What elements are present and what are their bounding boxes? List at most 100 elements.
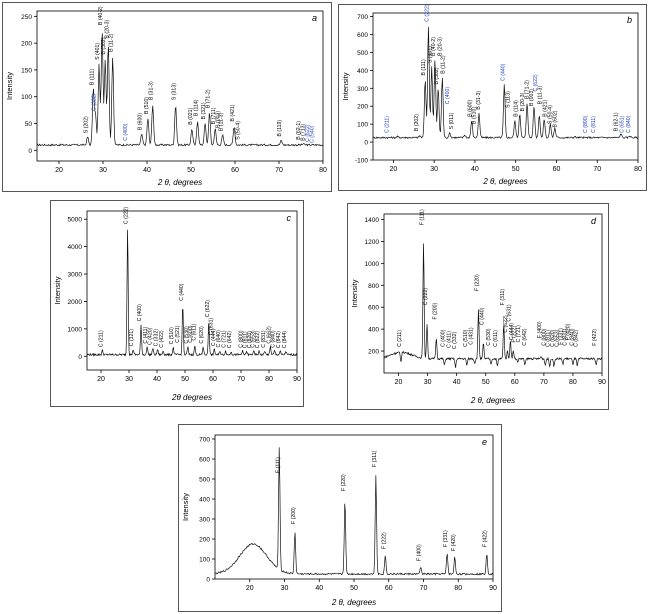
- peak-annotation: S (401): [428, 46, 434, 63]
- peak-annotation: S (113): [506, 91, 512, 108]
- chart-svg-e: 20 30 40 50 60 70 80 90 0 100 200 300 400 500 600 700 2 …: [181, 434, 497, 607]
- plot-frame: [86, 210, 298, 371]
- peak-annotation: C (622): [533, 74, 539, 92]
- peak-annotation: C (321): [129, 329, 135, 347]
- peak-annotation: B (003): [216, 111, 222, 128]
- peak-annotation: C (411): [143, 326, 149, 343]
- peak-annotation: F (111): [420, 209, 426, 225]
- y-tick-label: 200: [199, 537, 210, 544]
- x-tick-label: 40: [143, 167, 151, 174]
- peak-annotation: C (332): [154, 329, 160, 347]
- peak-annotation: C (431): [469, 327, 475, 345]
- peak-annotation: C (400): [123, 123, 129, 141]
- peak-annotation: C (840): [626, 115, 632, 133]
- x-tick-label: 80: [454, 585, 462, 592]
- peak-annotation: B (20-3): [104, 19, 110, 38]
- peak-annotation: B (31-3): [149, 81, 155, 100]
- x-tick-label: 70: [420, 585, 428, 592]
- y-tick-label: 2000: [68, 299, 83, 306]
- peak-annotation: C (400): [137, 304, 143, 322]
- y-tick-label: 800: [368, 283, 379, 290]
- peak-annotation: C (640): [216, 330, 222, 348]
- y-tick-label: -100: [355, 158, 368, 165]
- peak-annotation: B (119): [277, 120, 283, 137]
- peak-annotation: C (840): [570, 328, 576, 346]
- peak-annotation: C (642): [227, 331, 233, 349]
- peak-annotation: F (420): [451, 534, 457, 551]
- peak-annotation: C (811): [546, 330, 552, 347]
- chart-svg-b: 20 30 40 50 60 70 80 -100 0 100 200 300 400 500 600 700…: [341, 5, 642, 186]
- peak-annotation: S (011): [449, 112, 455, 129]
- peak-annotation: B (600): [468, 99, 474, 116]
- peak-annotation: C (820): [550, 329, 556, 347]
- peak-annotation: B (510): [144, 97, 150, 114]
- peak-annotation: B (11-2): [441, 55, 447, 74]
- peak-annotation: B (40-2): [98, 6, 104, 25]
- x-tick-label: 60: [231, 167, 239, 174]
- chart-svg-d: 20 30 40 50 60 70 80 90 200 400 600 800 1000 1200 1400…: [350, 209, 606, 405]
- peak-annotation: F (331): [559, 328, 565, 345]
- x-tick-label: 50: [181, 376, 189, 383]
- peak-annotation: C (800): [238, 330, 244, 348]
- peak-annotation: C (222): [424, 5, 430, 22]
- peak-annotation: B (111): [421, 59, 427, 76]
- x-tick-label: 20: [246, 585, 254, 592]
- peak-annotation: B (62-1): [614, 112, 620, 131]
- x-tick-label: 50: [482, 379, 490, 386]
- peak-annotation: C (440): [179, 283, 185, 301]
- peak-annotation: C (653): [554, 329, 560, 347]
- peak-annotation: F (220): [474, 274, 480, 291]
- y-axis-label: Intensity: [341, 72, 350, 100]
- y-tick-label: 500: [357, 50, 368, 57]
- peak-annotation: B (114): [194, 99, 200, 116]
- x-tick-label: 70: [237, 376, 245, 383]
- peak-annotation: C (444): [509, 323, 515, 341]
- panel-letter: e: [482, 437, 487, 447]
- peak-annotation: B (20-3): [437, 37, 443, 56]
- x-tick-label: 20: [55, 167, 63, 174]
- x-tick-label: 70: [540, 379, 548, 386]
- x-tick-label: 30: [424, 379, 432, 386]
- peak-annotation: F (311): [500, 289, 506, 306]
- peak-annotation: S (313): [172, 83, 178, 100]
- x-tick-label: 50: [512, 166, 520, 173]
- peak-annotation: B (510): [472, 107, 478, 124]
- plot-frame: [383, 213, 603, 374]
- peak-annotation: C (422): [159, 330, 165, 348]
- peak-annotation: C (620): [199, 326, 205, 344]
- peak-annotation: C (444): [211, 328, 217, 346]
- peak-annotation: B (021): [188, 107, 194, 124]
- peak-annotation: B (202): [414, 114, 420, 131]
- x-axis-label: 2 θ, degrees: [470, 396, 515, 405]
- peak-annotation: B (711): [211, 107, 217, 124]
- y-tick-label: 0: [206, 577, 210, 584]
- x-tick-label: 60: [385, 585, 393, 592]
- y-axis-label: Intensity: [53, 276, 62, 304]
- y-tick-label: 1000: [365, 261, 380, 268]
- peak-annotation: C (510): [169, 327, 175, 345]
- xrd-panel-b: 20 30 40 50 60 70 80 -100 0 100 200 300 400 500 600 700…: [338, 4, 647, 191]
- y-tick-label: 600: [199, 457, 210, 464]
- peak-annotation: B (31-3): [476, 91, 482, 110]
- plot-frame: [36, 10, 324, 162]
- y-tick-label: 200: [357, 104, 368, 111]
- y-tick-label: 150: [21, 67, 32, 74]
- peak-annotation: F (420): [565, 323, 571, 340]
- y-tick-label: 300: [199, 517, 210, 524]
- y-tick-label: 1400: [365, 217, 380, 224]
- x-tick-label: 90: [293, 376, 301, 383]
- y-tick-label: 100: [357, 122, 368, 129]
- peak-annotation: B (11-3): [219, 113, 225, 132]
- peak-annotation: C (420): [147, 327, 153, 345]
- x-tick-label: 60: [553, 166, 561, 173]
- x-tick-label: 50: [187, 167, 195, 174]
- y-tick-label: 500: [199, 477, 210, 484]
- peak-annotation: B (71-2): [205, 89, 211, 108]
- peak-annotation: C (211): [98, 330, 104, 347]
- y-tick-label: 700: [357, 14, 368, 21]
- y-tick-label: 0: [28, 148, 32, 155]
- peak-annotation: B (20-3): [520, 92, 526, 111]
- x-tick-label: 60: [511, 379, 519, 386]
- peak-annotation: C (844): [282, 331, 288, 349]
- peak-annotation: C (842): [276, 331, 282, 349]
